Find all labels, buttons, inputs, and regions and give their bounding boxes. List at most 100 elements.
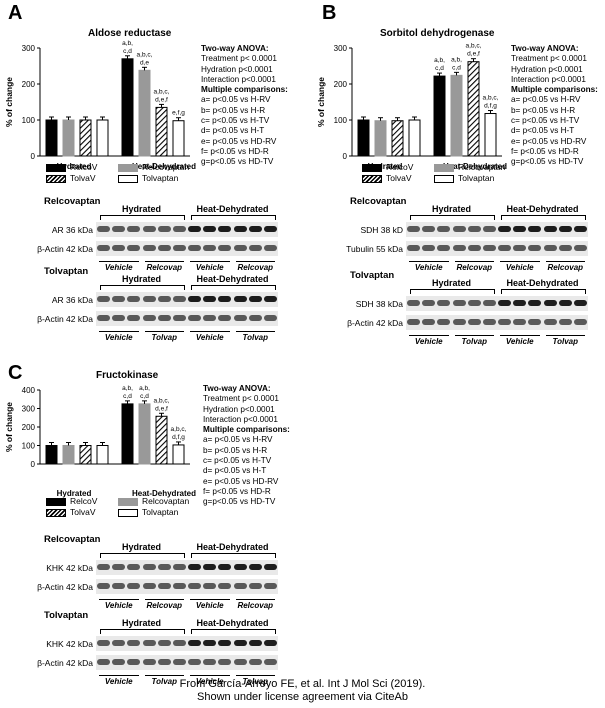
blot-band	[233, 245, 247, 251]
blot-band	[142, 640, 156, 646]
legend-item: Relcovaptan	[118, 496, 208, 506]
legend-label: Tolvaptan	[142, 173, 179, 183]
legend-item: TolvaV	[362, 173, 434, 183]
blot-lane-label: Vehicle	[195, 263, 224, 272]
blot-band	[142, 226, 156, 232]
blot-band	[127, 315, 141, 321]
blot-band	[127, 659, 141, 665]
blot-lane-line	[500, 261, 540, 262]
blot-band	[157, 245, 171, 251]
y-tick-label: 200	[22, 80, 36, 89]
blot-lane-label: Tolvap	[461, 337, 487, 346]
blot-band	[573, 245, 587, 251]
panel-label-b: B	[322, 2, 337, 24]
legend-item: Tolvaptan	[434, 173, 524, 183]
blot-group-bracket	[501, 289, 586, 294]
x-group-label: Hydrated	[368, 162, 403, 171]
blot-lane-label: Vehicle	[104, 263, 133, 272]
significance-annotation: a,b,	[122, 385, 133, 392]
blot-band	[188, 226, 202, 232]
blot-lane-label: Vehicle	[104, 601, 133, 610]
blot-band	[188, 640, 202, 646]
blot-band	[97, 583, 111, 589]
blot-row-label: KHK 42 kDa	[46, 639, 93, 649]
blot-band	[407, 245, 421, 251]
blot-band	[112, 296, 126, 302]
blot-band	[452, 300, 466, 306]
stats-line: e= p<0.05 vs HD-RV	[201, 136, 277, 146]
legend-item: RelcoV	[46, 162, 118, 172]
blot-strip	[96, 560, 278, 575]
blot-group-label: Heat-Dehydrated	[196, 542, 269, 552]
stats-line: c= p<0.05 vs H-TV	[511, 116, 580, 126]
blot-strip	[96, 311, 278, 326]
blot-band	[127, 226, 141, 232]
blot-group-label: Heat-Dehydrated	[506, 278, 579, 288]
legend-label: TolvaV	[386, 173, 412, 183]
legend-label: Relcovaptan	[142, 496, 190, 506]
blot-group-label: Hydrated	[121, 274, 161, 284]
blot-band	[218, 315, 232, 321]
legend-swatch	[362, 163, 382, 172]
significance-annotation: e,f,g	[172, 110, 185, 117]
stats-line: Two-way ANOVA:	[511, 44, 579, 53]
blot-lane-label: Relcovap	[146, 601, 183, 610]
significance-annotation: c,d	[123, 48, 132, 55]
significance-annotation: c,d	[435, 65, 444, 72]
blot-group-bracket	[410, 215, 495, 220]
blot-band	[498, 245, 512, 251]
chart-title-b: Sorbitol dehydrogenase	[380, 28, 495, 39]
blot-lane-line	[545, 335, 585, 336]
significance-annotation: d,e,f	[467, 51, 480, 58]
blot-band	[112, 315, 126, 321]
legend-label: Relcovaptan	[142, 162, 190, 172]
blot-band	[263, 315, 277, 321]
legend-swatch	[118, 497, 138, 506]
blot-band	[528, 300, 542, 306]
anova-stats-c: Two-way ANOVA: Treatment p< 0.0001 Hydrati…	[203, 384, 290, 508]
blot-row-label: KHK 42 kDa	[46, 563, 93, 573]
blot-strip	[406, 296, 588, 311]
blot-lane-label: Vehicle	[414, 263, 443, 272]
y-tick-label: 100	[22, 442, 36, 451]
citation-line-2: Shown under license agreement via CiteAb	[197, 691, 408, 703]
blot-band	[127, 583, 141, 589]
y-axis-label: % of change	[4, 77, 14, 127]
blot-band	[528, 319, 542, 325]
blot-lane-line	[409, 335, 449, 336]
blot-lane-label: Relcovap	[146, 263, 183, 272]
blot-band	[203, 640, 217, 646]
blot-group-label: Heat-Dehydrated	[196, 204, 269, 214]
blot-band	[482, 226, 496, 232]
blot-band	[203, 564, 217, 570]
blot-lane-line	[144, 261, 184, 262]
blot-lane-line	[454, 335, 494, 336]
legend-item: Relcovaptan	[434, 162, 524, 172]
blot-group-bracket	[501, 215, 586, 220]
blot-band	[188, 296, 202, 302]
chart-title-c: Fructokinase	[96, 370, 159, 381]
blot-heading: Tolvaptan	[44, 610, 89, 621]
blot-strip	[96, 222, 278, 237]
blot-strip	[96, 655, 278, 670]
blot-band	[437, 226, 451, 232]
blot-band	[498, 300, 512, 306]
blot-band	[97, 640, 111, 646]
blot-lane-label: Relcovap	[237, 601, 274, 610]
y-axis-label: % of change	[316, 77, 326, 127]
stats-line: f= p<0.05 vs HD-R	[203, 486, 271, 496]
blot-lane-line	[190, 675, 230, 676]
blot-lane-line	[454, 261, 494, 262]
blot-band	[263, 245, 277, 251]
blot-heading: Tolvaptan	[44, 266, 89, 277]
stats-line: g=p<0.05 vs HD-TV	[511, 157, 584, 167]
blot-band	[513, 245, 527, 251]
bar	[155, 106, 168, 157]
legend-label: Relcovaptan	[458, 162, 506, 172]
citation-footer: From García-Arroyo FE, et al. Int J Mol …	[0, 678, 605, 704]
stats-line: Treatment p< 0.0001	[511, 54, 587, 64]
legend-c: RelcoV Relcovaptan TolvaV Tolvaptan	[46, 496, 208, 517]
y-tick-label: 0	[343, 152, 348, 161]
blot-band	[172, 226, 186, 232]
stats-line: e= p<0.05 vs HD-RV	[203, 476, 279, 486]
